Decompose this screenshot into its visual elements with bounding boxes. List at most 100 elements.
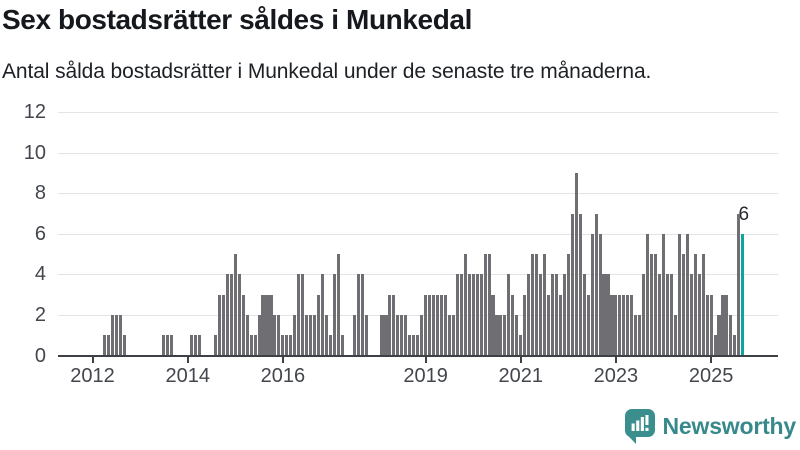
bar-2013-08 [166, 335, 170, 356]
bar-2023-12 [657, 274, 662, 356]
bar-2025-07 [733, 335, 737, 356]
bar-2020-11 [511, 294, 515, 356]
bar-2022-10 [602, 274, 606, 356]
bar-2023-07 [638, 314, 642, 356]
bar-2019-06 [443, 294, 447, 356]
bar-2024-12 [705, 294, 709, 356]
newsworthy-logo-icon [624, 409, 655, 444]
bar-2020-03 [479, 274, 483, 356]
bar-2015-10 [269, 294, 273, 356]
bar-2024-02 [665, 274, 670, 356]
bar-2019-04 [435, 294, 440, 356]
bar-2021-01 [519, 335, 523, 356]
bar-2023-04 [626, 294, 630, 356]
bar-2022-06 [586, 294, 590, 356]
x-axis-tick-2019 [424, 356, 427, 363]
bar-2014-02 [190, 335, 194, 356]
bar-2014-09 [217, 294, 221, 356]
gridline-8 [58, 193, 778, 195]
bar-2020-09 [503, 314, 507, 356]
x-axis-label-2019: 2019 [403, 364, 448, 387]
bar-2021-06 [539, 274, 543, 356]
bar-2024-11 [701, 254, 705, 356]
x-axis-label-2021: 2021 [498, 364, 544, 387]
bar-2016-05 [297, 274, 301, 356]
bar-2012-08 [118, 314, 122, 356]
bar-2018-05 [392, 294, 396, 356]
bar-2017-02 [332, 274, 336, 356]
bar-2018-02 [380, 314, 384, 356]
bar-2012-06 [110, 314, 114, 356]
bar-2016-12 [324, 314, 329, 356]
bar-2019-11 [463, 254, 467, 356]
bar-2021-02 [523, 294, 527, 356]
bar-2022-11 [606, 274, 610, 356]
x-axis-tick-2016 [281, 356, 284, 363]
bar-2020-10 [507, 274, 511, 356]
x-axis-tick-2012 [91, 356, 94, 363]
bar-2015-03 [241, 294, 245, 356]
bar-2025-06 [729, 314, 733, 356]
bar-2019-08 [451, 314, 455, 356]
bar-2023-08 [642, 274, 646, 356]
bar-2016-08 [309, 314, 313, 356]
bar-2015-09 [265, 294, 269, 356]
bar-2022-03 [574, 172, 578, 356]
highlighted-bar-2025-09 [741, 233, 745, 356]
x-axis-label-2025: 2025 [688, 364, 734, 387]
bar-2022-05 [582, 274, 586, 356]
bar-2017-01 [328, 335, 332, 356]
bar-2022-01 [566, 254, 570, 356]
bar-2017-03 [336, 254, 340, 356]
bar-2014-04 [198, 335, 202, 356]
bar-2014-08 [213, 335, 217, 356]
bar-2015-06 [253, 335, 257, 356]
bar-2021-11 [558, 294, 562, 356]
gridline-2 [58, 314, 778, 316]
bar-2019-01 [424, 294, 428, 356]
bar-2015-07 [257, 314, 261, 356]
bar-2012-07 [114, 314, 118, 356]
bar-2017-09 [360, 274, 364, 356]
bar-2021-04 [531, 254, 535, 356]
y-axis-label-6: 6 [34, 222, 46, 245]
y-axis-label-0: 0 [34, 344, 46, 367]
bar-2018-12 [420, 314, 424, 356]
gridline-4 [58, 274, 778, 276]
bar-2020-07 [495, 314, 499, 356]
bar-2023-01 [614, 294, 618, 356]
bar-2014-03 [194, 335, 198, 356]
newsworthy-logo-text: Newsworthy [662, 413, 797, 439]
bar-2014-11 [225, 274, 229, 356]
bar-2022-07 [590, 233, 594, 356]
y-axis-label-4: 4 [34, 263, 46, 286]
bar-2016-07 [305, 314, 309, 356]
y-axis-label-12: 12 [23, 101, 46, 124]
x-axis-tick-2021 [519, 356, 522, 363]
bar-2015-04 [245, 314, 249, 356]
bar-2015-01 [233, 254, 237, 356]
bar-2021-08 [546, 294, 551, 356]
bar-2020-05 [487, 254, 491, 356]
bar-2021-10 [554, 274, 558, 356]
bar-2021-12 [562, 274, 566, 356]
bar-2021-09 [550, 274, 555, 356]
bar-2017-04 [340, 335, 344, 356]
bar-2021-05 [535, 254, 539, 356]
bar-2016-11 [320, 274, 325, 356]
x-axis-label-2023: 2023 [593, 364, 639, 387]
bar-2025-08 [737, 213, 741, 356]
bar-2023-02 [618, 294, 622, 356]
bar-2017-08 [356, 274, 360, 356]
bar-2014-10 [221, 294, 225, 356]
chart-subtitle: Antal sålda bostadsrätter i Munkedal und… [2, 60, 652, 83]
bar-2019-10 [459, 274, 463, 356]
chart-title: Sex bostadsrätter såldes i Munkedal [2, 4, 472, 35]
bar-2024-07 [685, 233, 689, 356]
bar-2018-08 [404, 314, 408, 356]
bar-2022-08 [594, 213, 598, 356]
bar-2016-10 [317, 294, 321, 356]
bar-2024-04 [673, 314, 677, 356]
